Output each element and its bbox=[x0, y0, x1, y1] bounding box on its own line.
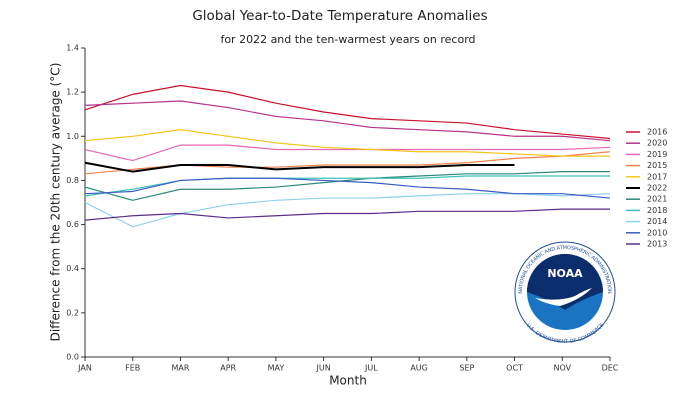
x-axis-label: Month bbox=[329, 374, 367, 388]
y-tick-label: 0.0 bbox=[66, 353, 79, 362]
series-line bbox=[84, 129, 610, 157]
y-tick-label: 1.4 bbox=[66, 44, 79, 53]
legend-label: 2010 bbox=[647, 228, 667, 237]
legend-label: 2016 bbox=[647, 128, 667, 137]
x-tick-label: NOV bbox=[553, 364, 571, 373]
noaa-logo: NOAA NATIONAL OCEANIC AND ATMOSPHERIC AD… bbox=[514, 241, 616, 345]
legend-label: 2017 bbox=[647, 172, 667, 181]
legend-label: 2015 bbox=[647, 161, 667, 170]
x-tick-label: APR bbox=[220, 364, 236, 373]
legend-label: 2021 bbox=[647, 195, 667, 204]
y-tick-label: 0.8 bbox=[66, 176, 79, 185]
y-tick-label: 1.2 bbox=[66, 88, 79, 97]
series-line bbox=[84, 84, 611, 140]
x-tick-label: MAY bbox=[268, 364, 285, 373]
legend-label: 2022 bbox=[647, 184, 667, 193]
series-line bbox=[84, 161, 515, 173]
logo-bird bbox=[535, 288, 592, 306]
legend-label: 2018 bbox=[647, 206, 667, 215]
legend-label: 2019 bbox=[647, 150, 667, 159]
y-axis-label: Difference from the 20th century average… bbox=[49, 63, 63, 342]
logo-top bbox=[527, 254, 603, 310]
series-line bbox=[84, 100, 611, 142]
x-tick-label: FEB bbox=[125, 364, 140, 373]
logo-name: NOAA bbox=[547, 267, 583, 280]
series-line bbox=[84, 144, 611, 162]
chart-subtitle: for 2022 and the ten-warmest years on re… bbox=[220, 33, 475, 46]
series-line bbox=[84, 177, 611, 199]
y-tick-label: 0.4 bbox=[66, 264, 79, 273]
chart-title: Global Year-to-Date Temperature Anomalie… bbox=[192, 8, 487, 24]
y-tick-label: 0.6 bbox=[66, 220, 79, 229]
legend-label: 2014 bbox=[647, 217, 667, 226]
series-line bbox=[84, 171, 610, 201]
x-tick-label: DEC bbox=[602, 364, 619, 373]
legend-label: 2020 bbox=[647, 139, 667, 148]
y-tick-label: 0.2 bbox=[66, 308, 79, 317]
series-line bbox=[84, 208, 610, 221]
x-tick-label: SEP bbox=[459, 364, 474, 373]
legend-label: 2013 bbox=[647, 240, 667, 249]
x-tick-label: JAN bbox=[77, 364, 92, 373]
x-tick-label: OCT bbox=[506, 364, 523, 373]
x-tick-label: MAR bbox=[171, 364, 189, 373]
x-tick-label: JUN bbox=[316, 364, 331, 373]
x-tick-label: AUG bbox=[410, 364, 428, 373]
y-tick-label: 1.0 bbox=[66, 132, 79, 141]
x-tick-label: JUL bbox=[364, 364, 378, 373]
